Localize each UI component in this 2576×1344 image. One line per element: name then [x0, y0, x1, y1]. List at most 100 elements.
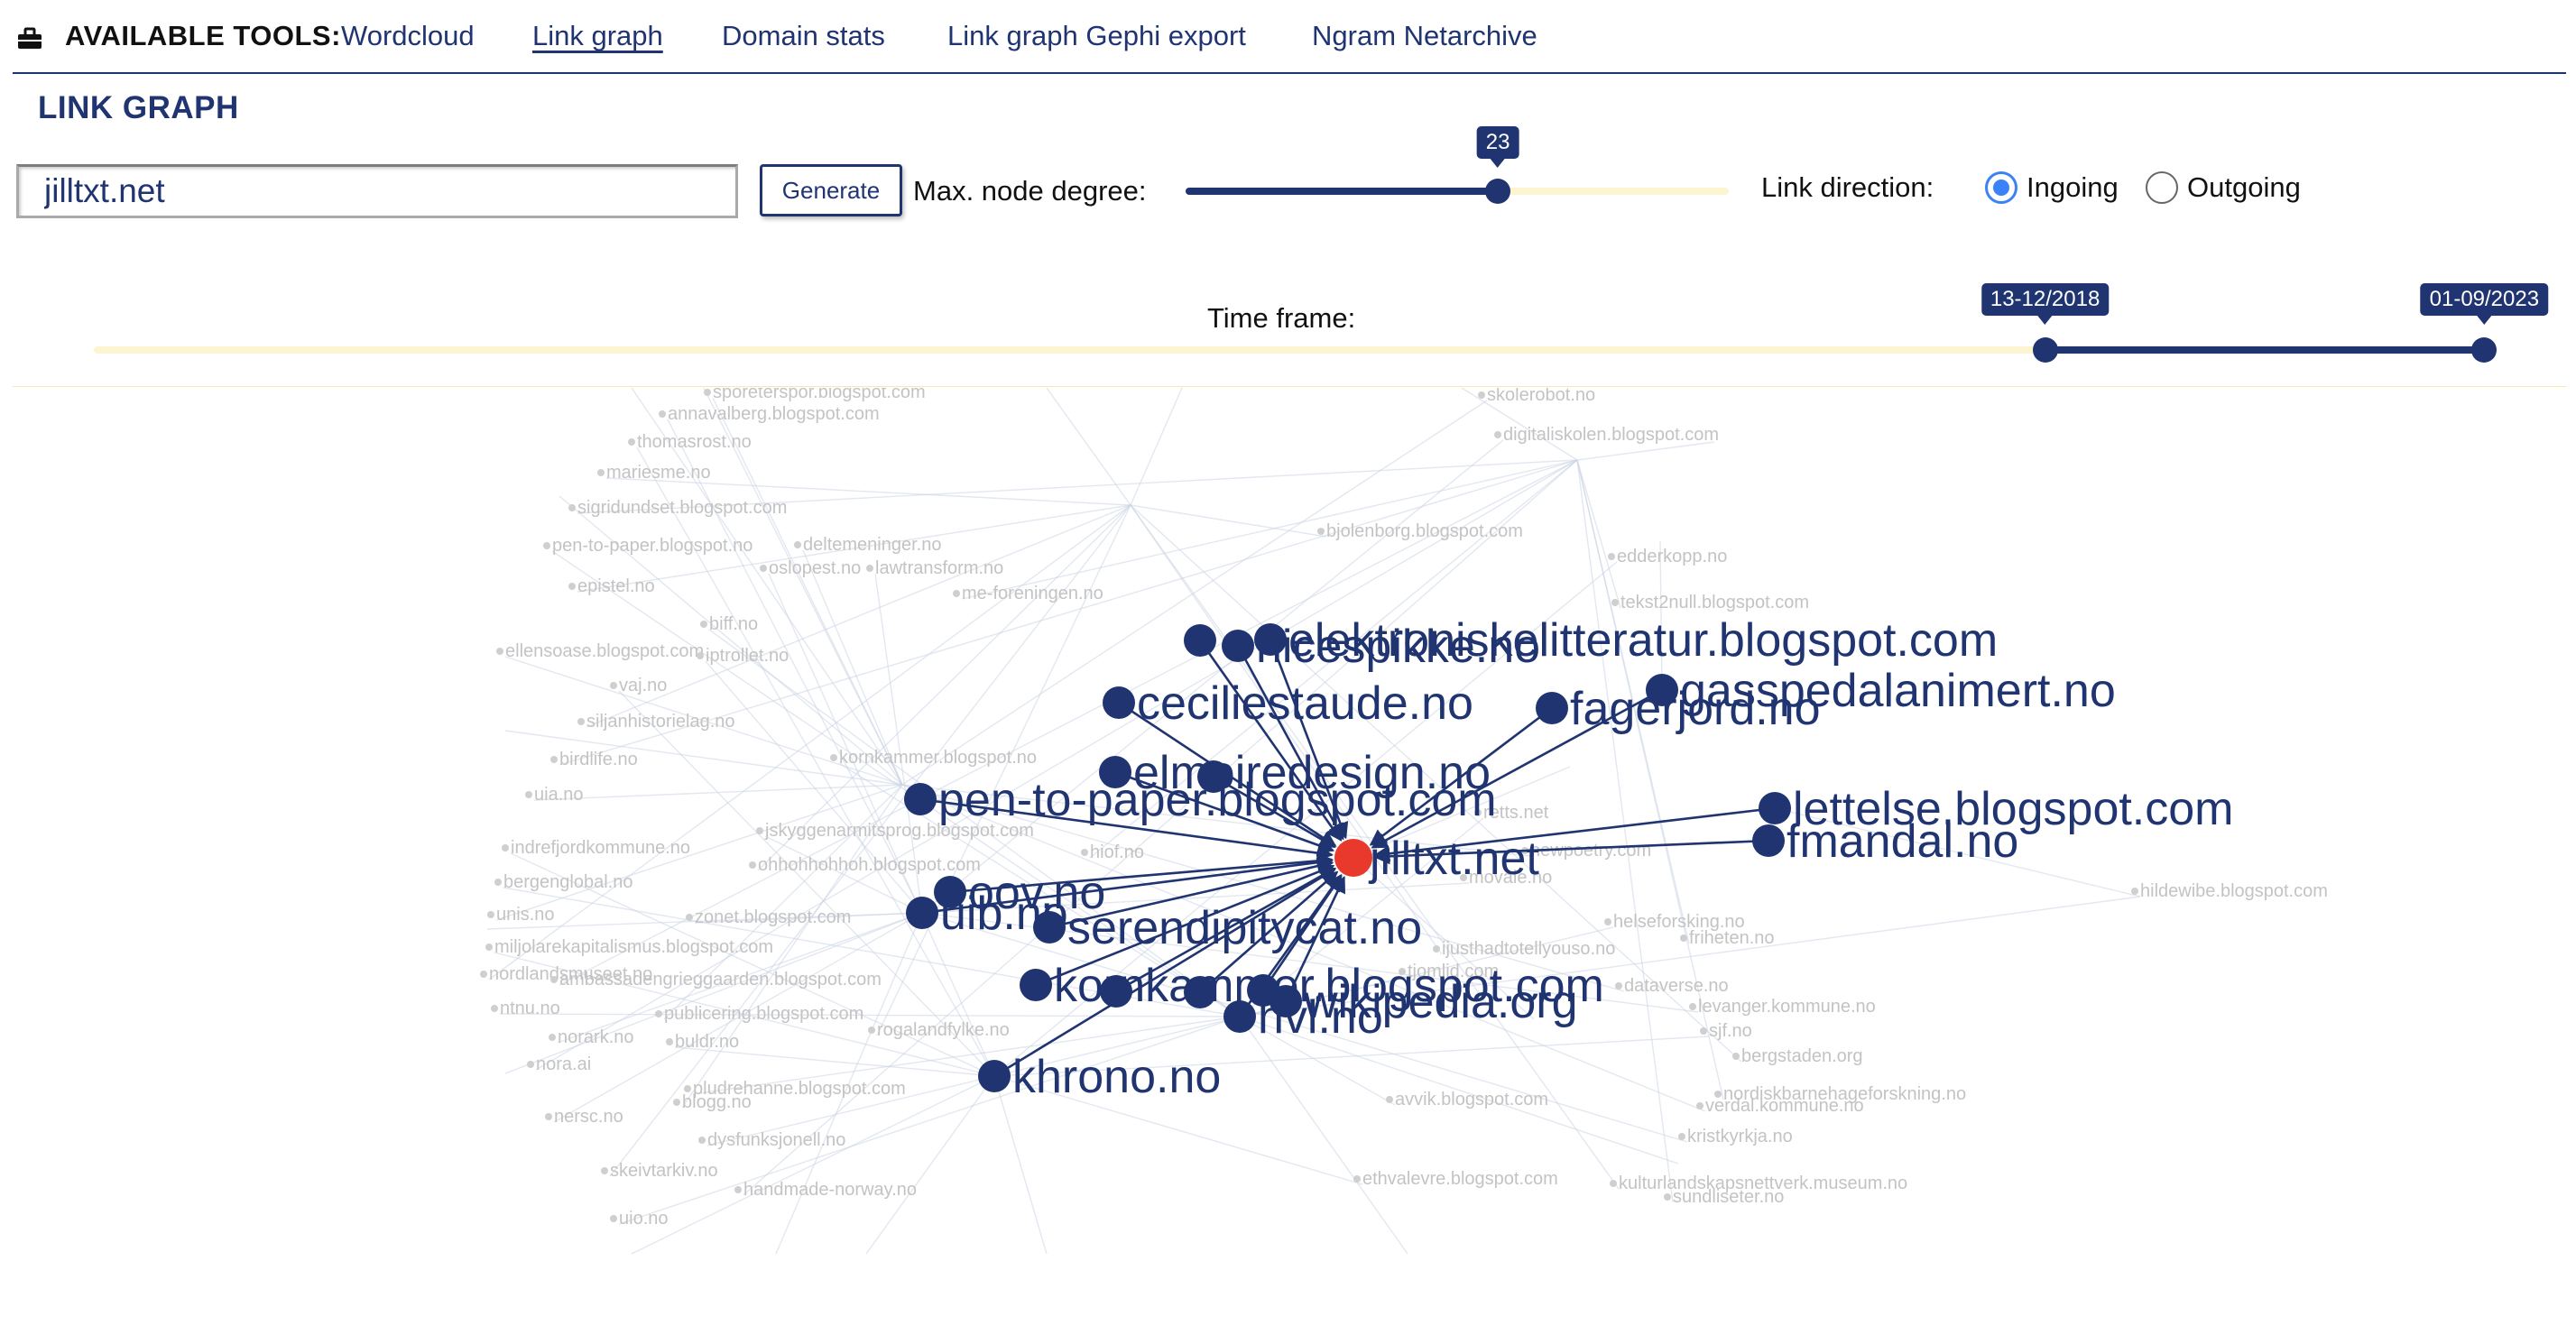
neighbour-node-label[interactable]: tekst2null.blogspot.com: [1620, 593, 1809, 612]
neighbour-node-label[interactable]: sjf.no: [1709, 1021, 1752, 1041]
neighbour-node-label[interactable]: epistel.no: [577, 576, 655, 596]
neighbour-node[interactable]: [550, 976, 558, 983]
neighbour-node[interactable]: [487, 911, 494, 918]
ingoing-radio-label[interactable]: Ingoing: [2027, 171, 2119, 203]
neighbour-node-label[interactable]: biff.no: [709, 614, 758, 634]
neighbour-node[interactable]: [1610, 1180, 1617, 1187]
neighbour-node[interactable]: [496, 648, 503, 655]
neighbour-node-label[interactable]: uio.no: [619, 1209, 669, 1229]
neighbour-node[interactable]: [953, 590, 960, 597]
ingoing-node-label[interactable]: nicespikke.no: [1256, 621, 1540, 673]
ingoing-node-label[interactable]: elektroniskelitteratur.blogspot.com: [1288, 614, 1998, 667]
neighbour-node-label[interactable]: sporeterspor.blogspot.com: [713, 388, 926, 402]
neighbour-node[interactable]: [2131, 888, 2138, 895]
neighbour-node-label[interactable]: ntnu.no: [500, 999, 560, 1018]
neighbour-node-label[interactable]: vaj.no: [619, 676, 667, 695]
ingoing-node[interactable]: [1646, 674, 1678, 706]
neighbour-node[interactable]: [1399, 968, 1406, 975]
neighbour-node-label[interactable]: miljolarekapitalismus.blogspot.com: [494, 937, 773, 957]
neighbour-node[interactable]: [794, 541, 801, 548]
neighbour-node-label[interactable]: ohhohhohhoh.blogspot.com: [758, 855, 981, 875]
neighbour-node[interactable]: [700, 621, 707, 628]
neighbour-node[interactable]: [610, 1215, 617, 1222]
time-frame-end-handle[interactable]: [2471, 337, 2498, 363]
neighbour-node[interactable]: [673, 1099, 680, 1106]
neighbour-node[interactable]: [1714, 1091, 1722, 1098]
neighbour-node[interactable]: [1700, 1027, 1707, 1035]
neighbour-node[interactable]: [830, 754, 837, 761]
neighbour-node-label[interactable]: verdal.kommune.no: [1705, 1096, 1864, 1116]
nav-link-domain-stats[interactable]: Domain stats: [722, 20, 885, 51]
outgoing-radio-label[interactable]: Outgoing: [2187, 171, 2301, 203]
ingoing-node-label[interactable]: wikipedia.org: [1303, 976, 1578, 1028]
ingoing-node[interactable]: [1254, 623, 1287, 656]
neighbour-node-label[interactable]: bjolenborg.blogspot.com: [1326, 521, 1523, 541]
neighbour-node[interactable]: [704, 389, 711, 396]
neighbour-node[interactable]: [1678, 1133, 1685, 1140]
ingoing-node[interactable]: [1033, 911, 1066, 944]
ingoing-node[interactable]: [1099, 756, 1131, 788]
neighbour-node[interactable]: [491, 1005, 498, 1012]
neighbour-node[interactable]: [485, 944, 493, 951]
neighbour-node-label[interactable]: dataverse.no: [1624, 976, 1729, 996]
ingoing-node[interactable]: [1536, 692, 1568, 724]
neighbour-node[interactable]: [1433, 945, 1440, 953]
neighbour-node-label[interactable]: indrefjordkommune.no: [511, 838, 690, 858]
neighbour-node[interactable]: [756, 827, 763, 834]
neighbour-node[interactable]: [868, 1026, 875, 1034]
ingoing-node[interactable]: [1223, 1000, 1256, 1033]
neighbour-node[interactable]: [550, 756, 558, 763]
neighbour-node-label[interactable]: sundliseter.no: [1673, 1187, 1784, 1207]
neighbour-node-label[interactable]: helseforsking.no: [1613, 912, 1745, 932]
ingoing-node[interactable]: [978, 1060, 1011, 1092]
neighbour-node[interactable]: [655, 1010, 662, 1017]
center-node-label[interactable]: jilltxt.net: [1368, 833, 1539, 885]
generate-button[interactable]: Generate: [760, 164, 902, 216]
neighbour-node-label[interactable]: siljanhistorielag.no: [586, 712, 735, 732]
ingoing-node-label[interactable]: khrono.no: [1012, 1051, 1221, 1103]
neighbour-node-label[interactable]: retts.net: [1483, 803, 1549, 823]
ingoing-node[interactable]: [1197, 760, 1230, 793]
neighbour-node-label[interactable]: zonet.blogspot.com: [695, 907, 851, 927]
neighbour-node-label[interactable]: ellensoase.blogspot.com: [505, 641, 704, 661]
neighbour-node[interactable]: [734, 1186, 742, 1193]
link-graph-canvas[interactable]: sporeterspor.blogspot.com annavalberg.blo…: [0, 388, 2576, 1344]
neighbour-node-label[interactable]: nersc.no: [554, 1107, 623, 1127]
neighbour-node[interactable]: [1353, 1175, 1361, 1183]
neighbour-node[interactable]: [1611, 599, 1619, 606]
neighbour-node-label[interactable]: levanger.kommune.no: [1698, 997, 1876, 1017]
neighbour-node[interactable]: [527, 1061, 534, 1068]
neighbour-node[interactable]: [568, 583, 576, 590]
neighbour-node[interactable]: [1317, 528, 1325, 535]
nav-link-gephi-export[interactable]: Link graph Gephi export: [947, 20, 1246, 51]
neighbour-node-label[interactable]: avvik.blogspot.com: [1395, 1090, 1548, 1109]
ingoing-radio[interactable]: [1985, 171, 2017, 204]
ingoing-node[interactable]: [1100, 975, 1132, 1008]
center-node[interactable]: [1334, 839, 1372, 877]
neighbour-node[interactable]: [1608, 553, 1615, 560]
neighbour-node[interactable]: [1664, 1193, 1671, 1201]
neighbour-node[interactable]: [666, 1038, 673, 1045]
ingoing-node[interactable]: [1184, 976, 1216, 1008]
neighbour-node-label[interactable]: hildewibe.blogspot.com: [2140, 881, 2328, 901]
neighbour-node-label[interactable]: me-foreningen.no: [962, 584, 1103, 603]
ingoing-node[interactable]: [1103, 686, 1135, 719]
ingoing-node[interactable]: [1247, 974, 1279, 1007]
ingoing-node-label[interactable]: ceciliestaude.no: [1137, 677, 1473, 730]
neighbour-node-label[interactable]: bergenglobal.no: [503, 872, 632, 892]
neighbour-node-label[interactable]: ethvalevre.blogspot.com: [1362, 1169, 1558, 1189]
neighbour-node[interactable]: [1689, 1003, 1696, 1010]
domain-input[interactable]: [16, 164, 738, 218]
neighbour-node[interactable]: [577, 718, 585, 725]
ingoing-node-label[interactable]: lettelse.blogspot.com: [1793, 783, 2234, 835]
neighbour-node[interactable]: [480, 971, 487, 978]
neighbour-node-label[interactable]: ijusthadtotellyouso.no: [1442, 939, 1615, 959]
ingoing-node[interactable]: [906, 897, 938, 929]
neighbour-node-label[interactable]: thomasrost.no: [637, 432, 752, 452]
neighbour-node[interactable]: [684, 1085, 691, 1092]
neighbour-node-label[interactable]: unis.no: [496, 905, 555, 925]
neighbour-node-label[interactable]: nora.ai: [536, 1054, 591, 1074]
neighbour-node-label[interactable]: bergstaden.org: [1741, 1046, 1863, 1066]
neighbour-node[interactable]: [545, 1113, 552, 1120]
neighbour-node-label[interactable]: digitaliskolen.blogspot.com: [1503, 425, 1719, 445]
